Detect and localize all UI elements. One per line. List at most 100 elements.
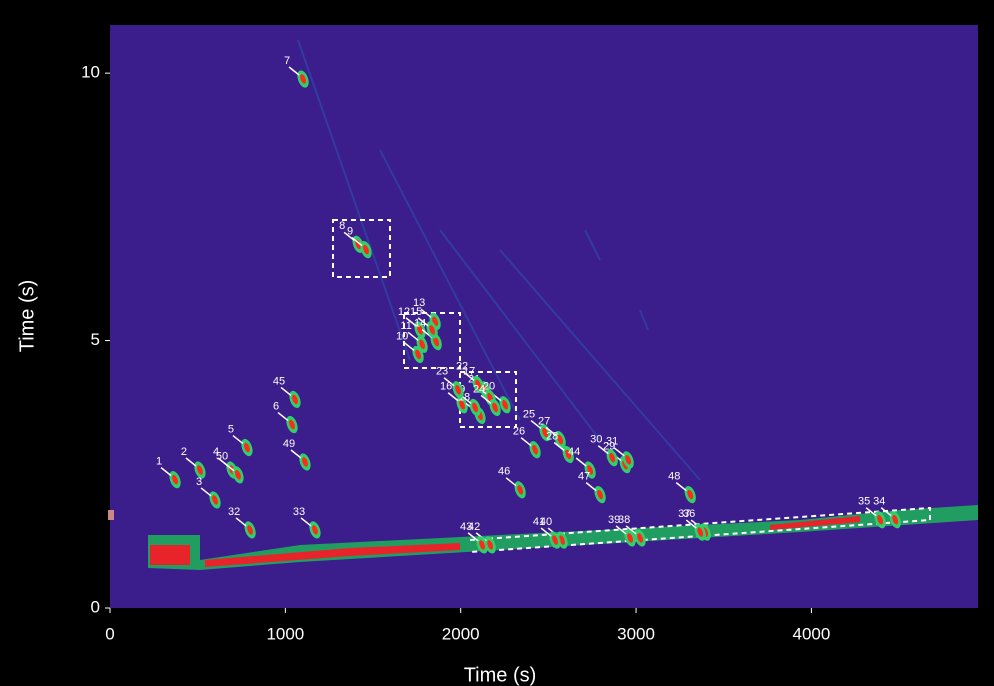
peak <box>625 455 632 465</box>
peak-label: 25 <box>523 408 535 420</box>
peak-label: 24 <box>473 383 485 395</box>
x-axis-label: Time (s) <box>464 664 537 686</box>
peak-arrow <box>407 331 419 341</box>
peak-arrow <box>613 447 625 457</box>
peak <box>877 514 884 525</box>
peak-arrow <box>160 467 172 477</box>
peak <box>244 442 250 453</box>
peak <box>557 434 564 445</box>
peak-label: 32 <box>228 506 240 518</box>
peak <box>459 399 466 410</box>
background-streaks <box>297 39 701 481</box>
peak-label: 3 <box>196 476 202 488</box>
peak <box>475 379 481 390</box>
peak-label: 7 <box>284 55 290 67</box>
peak-arrow <box>343 231 355 241</box>
peak <box>472 402 478 413</box>
peak <box>415 349 422 360</box>
peak-arrow <box>880 507 892 517</box>
peak-label: 38 <box>618 514 630 526</box>
peak-label: 26 <box>513 426 525 438</box>
peak <box>479 540 486 550</box>
peak <box>433 336 440 347</box>
peak <box>419 339 426 350</box>
peak-label: 4 <box>213 446 219 458</box>
peak <box>609 452 616 463</box>
peak-label: 46 <box>498 466 510 478</box>
peak <box>552 535 558 545</box>
peak <box>627 533 634 543</box>
peak <box>235 470 241 480</box>
peak-label: 11 <box>400 320 411 332</box>
peak-label: 45 <box>273 375 285 387</box>
peak-label: 37 <box>678 508 690 520</box>
peak-label: 44 <box>568 446 580 458</box>
peak-label: 16 <box>440 381 452 393</box>
peak-arrow <box>545 426 557 437</box>
x-tick-label: 4000 <box>793 624 831 643</box>
peak-label: 15 <box>410 306 422 318</box>
peak <box>487 540 494 550</box>
peak <box>587 465 594 475</box>
peak-arrow <box>420 308 432 318</box>
peak-arrow <box>290 449 302 459</box>
peak <box>292 394 298 405</box>
peak <box>687 489 694 500</box>
peak-label: 47 <box>578 471 590 483</box>
peak-label: 13 <box>413 297 425 309</box>
peak-label: 12 <box>398 306 410 318</box>
peak-label: 8 <box>339 220 345 232</box>
peak-label: 40 <box>540 516 552 528</box>
peak-label: 50 <box>216 451 228 463</box>
peak <box>429 325 436 335</box>
peak-arrow <box>585 482 597 492</box>
peak-arrow <box>405 317 417 327</box>
peak-arrow <box>351 237 363 247</box>
peak-arrow <box>223 462 235 472</box>
peak <box>300 74 306 84</box>
peak-label: 2 <box>181 446 187 458</box>
peak-label: 33 <box>293 506 305 518</box>
peak-label: 31 <box>606 436 618 448</box>
peak-label: 5 <box>228 423 234 435</box>
peak <box>597 489 604 500</box>
peak-label: 36 <box>683 508 695 520</box>
peak-label: 9 <box>347 226 353 238</box>
x-tick-label: 1000 <box>266 624 304 643</box>
peak-label: 27 <box>538 415 550 427</box>
marker <box>108 510 114 520</box>
peak-arrow <box>685 519 697 529</box>
peak-label: 30 <box>590 434 602 446</box>
peak <box>302 457 308 467</box>
x-tick-label: 3000 <box>617 624 655 643</box>
x-tick-label: 2000 <box>442 624 480 643</box>
peak <box>247 525 254 535</box>
peak <box>502 399 508 410</box>
y-tick-label: 0 <box>91 597 100 616</box>
y-tick-label: 5 <box>91 330 100 349</box>
y-axis-label: Time (s) <box>16 280 38 353</box>
peak <box>197 465 203 475</box>
peak-arrow <box>675 482 687 492</box>
peak-label: 22 <box>456 360 468 372</box>
peak-arrow <box>403 341 415 352</box>
peak-arrow <box>865 507 877 517</box>
peak-arrow <box>540 527 552 537</box>
peak-label: 28 <box>546 430 558 442</box>
peak <box>637 533 643 543</box>
peak-arrow <box>300 517 312 527</box>
peak <box>532 444 538 455</box>
peak-label: 42 <box>468 521 480 533</box>
peak <box>289 419 295 430</box>
peak-arrow <box>417 317 429 327</box>
peak-arrow <box>615 525 627 535</box>
peak <box>212 495 218 505</box>
peak-arrow <box>232 434 244 445</box>
peak-arrow <box>575 457 587 467</box>
peak-label: 14 <box>414 318 426 330</box>
peak-arrow <box>530 419 542 430</box>
y-tick-label: 10 <box>81 63 100 82</box>
peak-arrow <box>597 445 609 455</box>
peak-label: 6 <box>273 400 279 412</box>
peak-arrow <box>288 66 300 76</box>
